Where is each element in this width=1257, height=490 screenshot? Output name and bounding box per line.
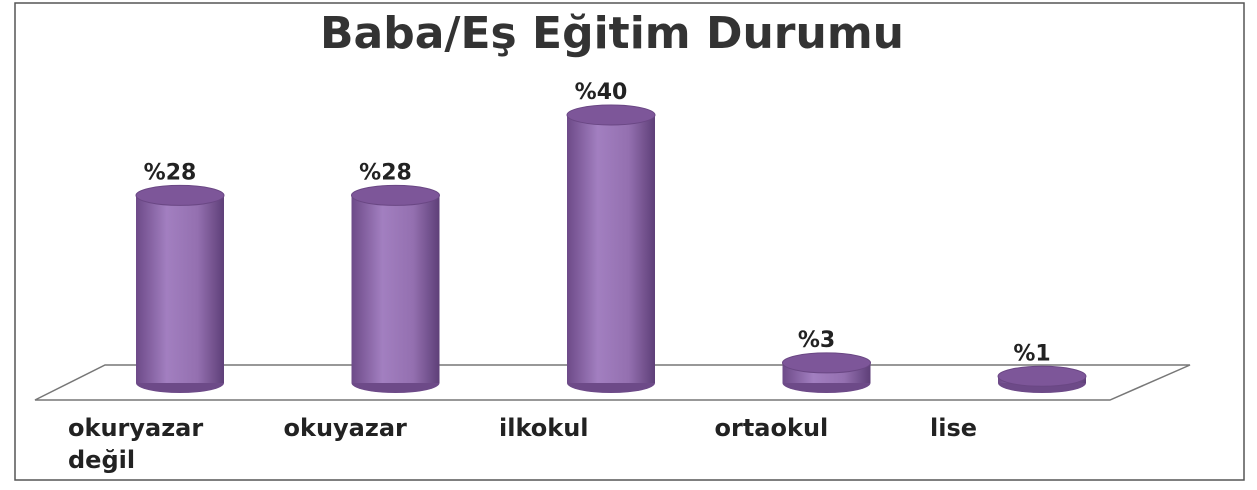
bar-top: [135, 184, 225, 206]
value-label: %28: [144, 160, 197, 185]
bar-top: [351, 184, 440, 206]
frame: [14, 2, 1245, 481]
x-tick-label: ilkokul: [499, 414, 589, 442]
bar-top: [566, 104, 656, 126]
value-label: %3: [798, 328, 835, 353]
bar: [136, 195, 224, 383]
x-tick-label: lise: [930, 414, 978, 442]
chart-title: Baba/Eş Eğitim Durumu: [320, 8, 904, 59]
bar: [567, 115, 655, 383]
x-tick-label: ortaokul: [714, 414, 829, 442]
bar-top: [997, 365, 1087, 387]
bar: [351, 195, 440, 383]
bar-top: [782, 352, 871, 374]
value-label: %1: [1013, 341, 1050, 366]
x-tick-label: okuryazar değil: [68, 414, 204, 474]
x-tick-label: okuyazar: [283, 414, 407, 442]
value-label: %40: [575, 80, 628, 105]
value-label: %28: [359, 160, 412, 185]
